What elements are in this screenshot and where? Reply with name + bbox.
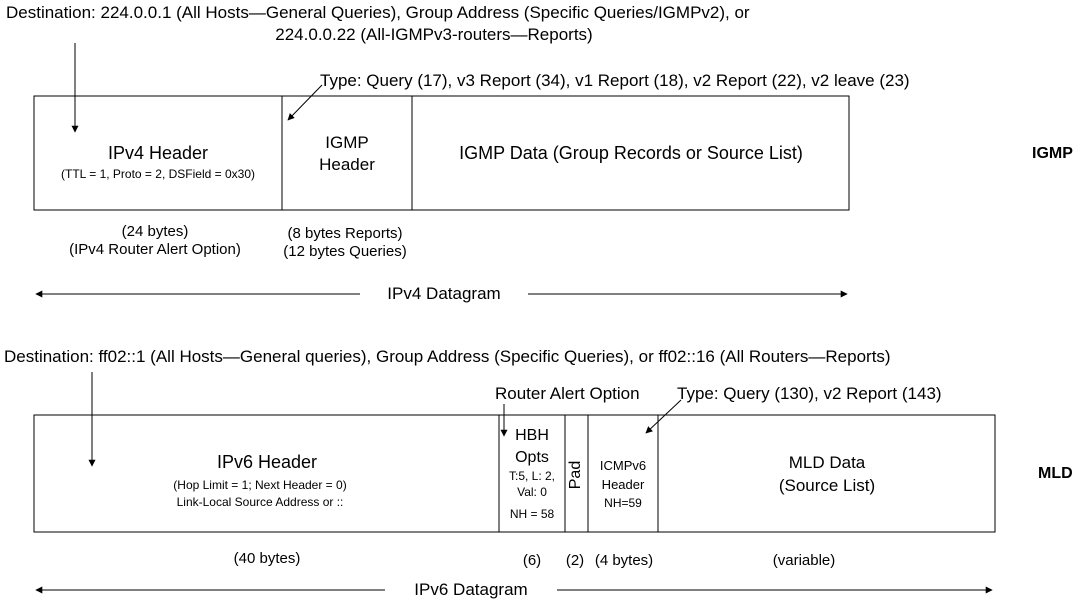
mld-type-arrow — [645, 399, 682, 434]
igmp-packet-box — [33, 95, 850, 211]
igmp-destination-line1: Destination: 224.0.0.1 (All Hosts—Genera… — [6, 3, 750, 22]
size-ipv6: (40 bytes) — [233, 550, 301, 567]
ipv4-header-label: IPv4 Header — [107, 143, 209, 163]
icmpv6-line2: Header — [601, 477, 645, 492]
igmp-type-arrow — [287, 84, 323, 121]
router-alert-label: Router Alert Option — [495, 384, 640, 403]
size-igmp-line2: (12 bytes Queries) — [283, 243, 407, 260]
icmpv6-line1: ICMPv6 — [599, 458, 647, 473]
ipv6-datagram-label: IPv6 Datagram — [414, 580, 528, 599]
size-hbh: (6) — [522, 552, 542, 569]
mld-packet-box — [33, 414, 996, 533]
hbh-line1: HBH — [515, 427, 549, 444]
igmp-header-line2: Header — [319, 155, 375, 174]
hbh-detail-line1: T:5, L: 2, — [508, 469, 556, 483]
size-pad: (2) — [565, 552, 585, 569]
mld-data-line2: (Source List) — [778, 476, 876, 495]
pad-label: Pad — [567, 460, 584, 490]
size-igmp-line1: (8 bytes Reports) — [287, 225, 403, 242]
mld-data-line1: MLD Data — [788, 453, 866, 472]
ipv6-detail-line1: (Hop Limit = 1; Next Header = 0) — [173, 478, 347, 492]
ipv6-header-label: IPv6 Header — [216, 452, 318, 472]
icmpv6-nh: NH=59 — [604, 496, 642, 510]
igmp-side-label: IGMP — [1032, 145, 1073, 162]
ipv4-header-detail: (TTL = 1, Proto = 2, DSField = 0x30) — [61, 167, 255, 181]
igmp-data-label: IGMP Data (Group Records or Source List) — [459, 143, 803, 163]
igmp-destination-line2: 224.0.0.22 (All-IGMPv3-routers—Reports) — [275, 25, 593, 44]
size-ipv4-line2: (IPv4 Router Alert Option) — [69, 241, 241, 258]
ipv4-datagram-label: IPv4 Datagram — [387, 284, 501, 303]
size-icmpv6: (4 bytes) — [594, 552, 654, 569]
mld-side-label: MLD — [1038, 465, 1073, 482]
hbh-detail-line2: Val: 0 — [517, 485, 547, 499]
ipv6-detail-line2: Link-Local Source Address or :: — [176, 495, 344, 509]
mld-type-label: Type: Query (130), v2 Report (143) — [677, 384, 942, 403]
hbh-line2: Opts — [515, 449, 549, 466]
size-ipv4-line1: (24 bytes) — [121, 223, 189, 240]
hbh-nh: NH = 58 — [509, 507, 555, 521]
igmp-type-label: Type: Query (17), v3 Report (34), v1 Rep… — [320, 71, 910, 90]
igmp-header-line1: IGMP — [325, 133, 369, 152]
mld-destination: Destination: ff02::1 (All Hosts—General … — [4, 347, 891, 366]
size-data: (variable) — [772, 552, 836, 569]
